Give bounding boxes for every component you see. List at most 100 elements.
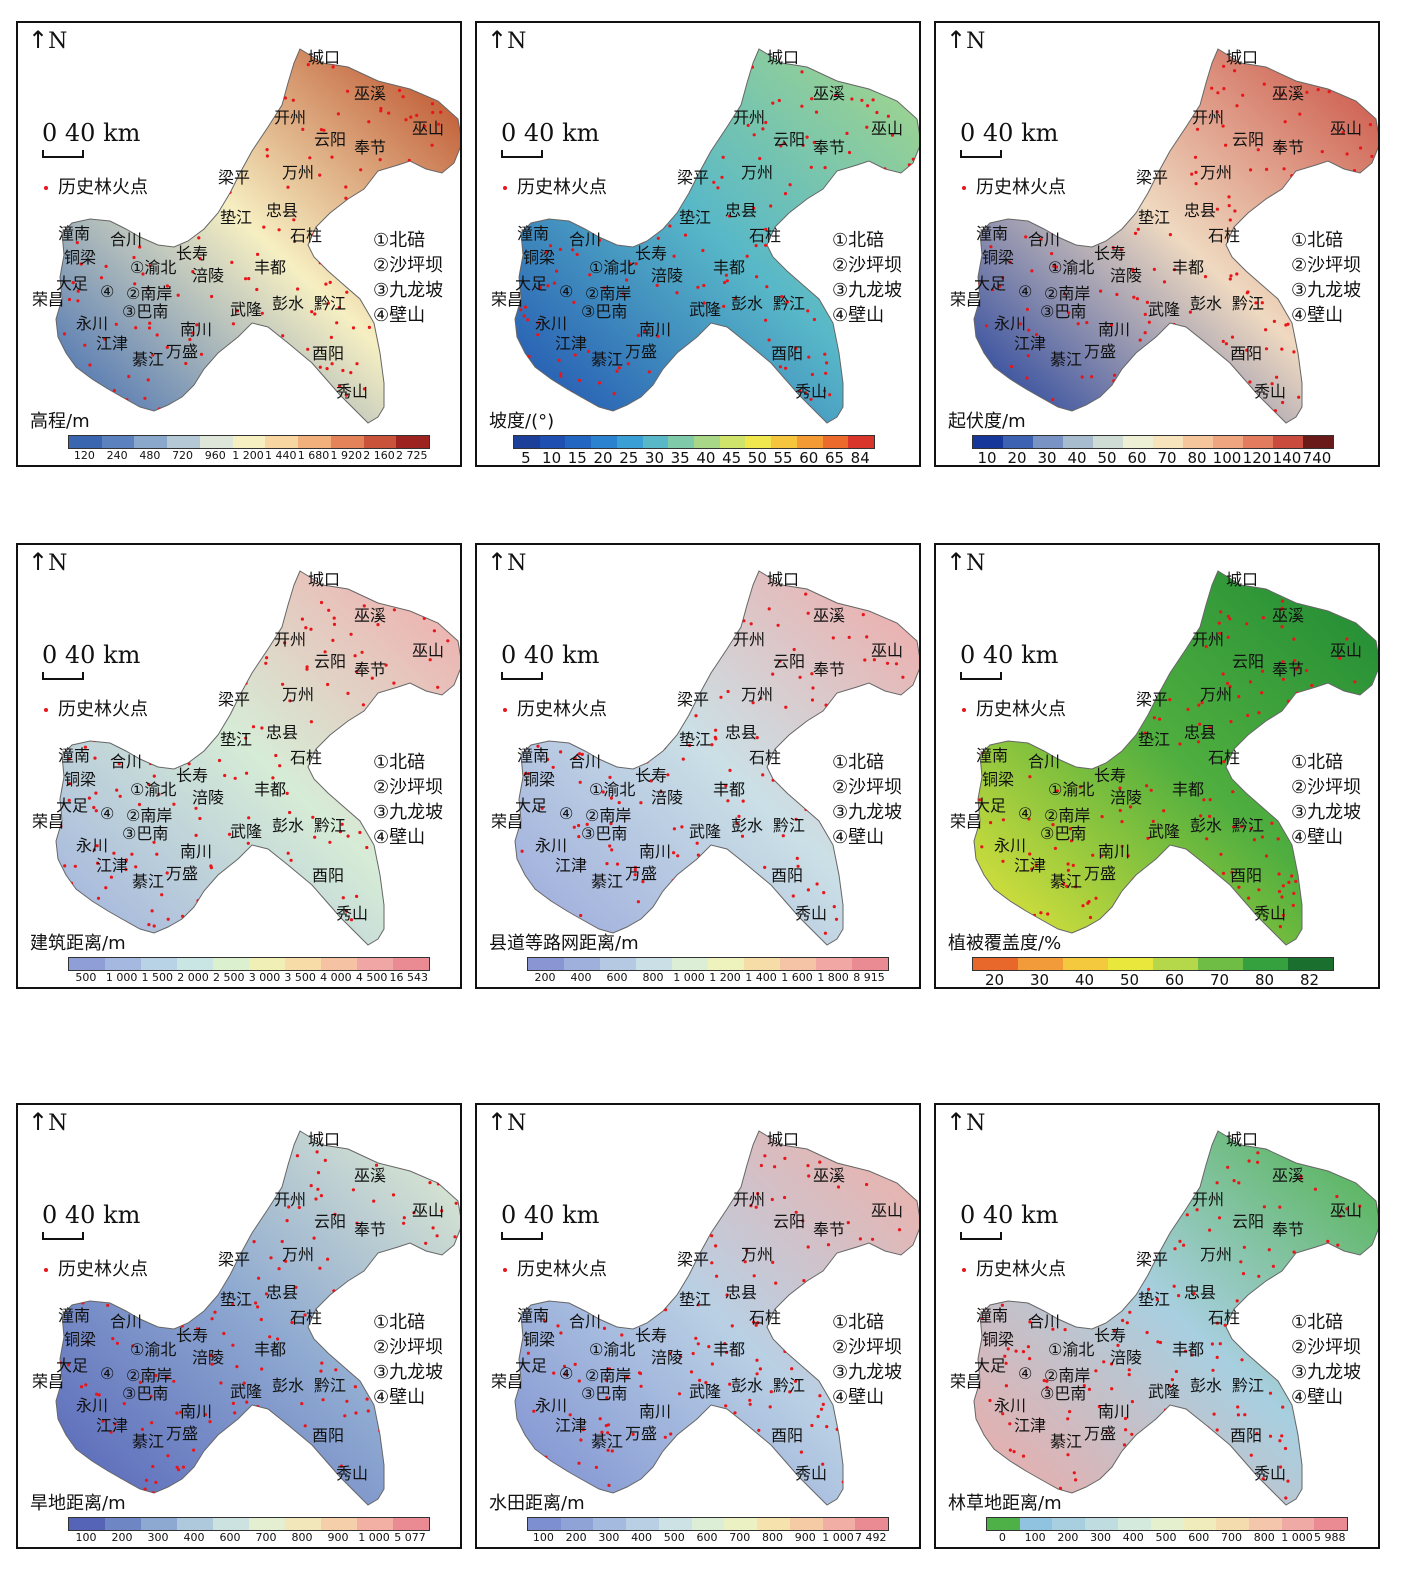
fire-point [341, 896, 345, 900]
fire-point [452, 615, 457, 619]
fire-point [617, 366, 621, 370]
fire-point [1292, 891, 1296, 895]
fire-point [888, 1262, 892, 1266]
scale-label: 0 40 km [501, 119, 600, 147]
fire-point [1292, 1250, 1296, 1254]
fire-point [305, 665, 309, 669]
fire-point [1213, 1438, 1217, 1442]
fire-point [1039, 238, 1043, 242]
fire-point [1005, 214, 1009, 218]
fire-point [1338, 854, 1342, 858]
district-legend-item: ③九龙坡 [373, 280, 444, 301]
place-label: 合川 [110, 752, 142, 771]
fire-point [687, 80, 691, 84]
fire-point [1045, 168, 1049, 172]
fire-point [811, 1147, 815, 1151]
fire-point [1055, 789, 1059, 793]
fire-point [1208, 726, 1212, 730]
fire-point [1290, 1280, 1295, 1284]
fire-point [908, 1368, 912, 1373]
fire-point [824, 703, 828, 707]
fire-point [71, 281, 75, 285]
fire-point [1208, 1228, 1212, 1232]
fire-point [420, 1417, 424, 1421]
fire-point [1217, 1216, 1222, 1220]
fire-point [761, 127, 765, 131]
fire-point [1029, 918, 1033, 922]
fire-point [1247, 896, 1251, 900]
fire-point [1174, 1369, 1178, 1374]
fire-point [247, 113, 251, 117]
fire-point [656, 603, 660, 607]
color-bar-tick: 1 000 [358, 1531, 390, 1544]
fire-point [671, 641, 675, 645]
fire-point-icon [44, 1268, 48, 1272]
fire-point [335, 321, 339, 325]
fire-point [758, 1367, 762, 1371]
fire-point [1221, 906, 1225, 910]
fire-point [1045, 1385, 1049, 1390]
place-label: ③巴南 [581, 302, 627, 321]
fire-point [334, 1368, 338, 1372]
color-bar [513, 435, 875, 449]
place-label: 江津 [96, 856, 128, 875]
fire-point [805, 1286, 809, 1290]
fire-point [649, 779, 653, 783]
fire-point [863, 164, 867, 168]
fire-point [816, 1414, 820, 1419]
fire-point [1001, 859, 1005, 863]
fire-point [748, 1398, 752, 1402]
fire-point [1076, 196, 1081, 201]
arrow-up-icon: ↑ [946, 1108, 967, 1136]
district-legend-item: ①北碚 [832, 752, 885, 773]
fire-point [404, 118, 408, 122]
fire-point [1190, 1353, 1194, 1357]
arrow-up-icon: ↑ [487, 1108, 508, 1136]
fire-point [330, 362, 334, 366]
fire-point [572, 1167, 576, 1171]
fire-point [1307, 877, 1311, 881]
fire-point [1236, 1413, 1240, 1417]
place-label: 黔江 [773, 816, 805, 835]
region-outline [55, 1130, 460, 1506]
fire-point [1197, 703, 1201, 707]
fire-point [1288, 585, 1292, 589]
fire-point [888, 175, 893, 179]
fire-point [1152, 578, 1156, 582]
color-bar-tick: 1 000 [105, 971, 138, 984]
place-label: 石柱 [290, 226, 322, 245]
arrow-up-icon: ↑ [946, 548, 967, 576]
place-label: 铜梁 [64, 1330, 96, 1349]
north-arrow: ↑N [28, 1110, 67, 1135]
fire-point [1246, 290, 1250, 294]
fire-point [269, 1256, 273, 1260]
fire-point [1242, 760, 1246, 764]
fire-point [361, 703, 365, 707]
fire-point [679, 1133, 683, 1137]
fire-point [1101, 199, 1105, 203]
fire-point [828, 393, 832, 397]
fire-point [59, 1282, 63, 1287]
fire-point [1092, 940, 1096, 944]
fire-point [428, 658, 432, 662]
fire-point [380, 851, 384, 855]
fire-point [207, 628, 211, 632]
fire-point [680, 825, 684, 829]
color-bar-tick: 800 [1253, 1531, 1275, 1544]
fire-point [256, 252, 260, 256]
fire-point [210, 294, 214, 299]
fire-point [1241, 235, 1246, 239]
color-bar-tick: 1 000 [822, 1531, 854, 1544]
fire-point [1241, 1272, 1246, 1276]
fire-point [783, 1195, 787, 1200]
fire-point [1076, 1175, 1080, 1179]
fire-point [1311, 402, 1315, 406]
fire-point [861, 613, 865, 617]
fire-point [1264, 728, 1268, 732]
fire-point [56, 64, 60, 68]
fire-point [412, 1211, 416, 1215]
fire-point [1024, 633, 1028, 637]
fire-point [1168, 112, 1173, 116]
fire-point [195, 168, 199, 172]
fire-point [1281, 1405, 1285, 1409]
